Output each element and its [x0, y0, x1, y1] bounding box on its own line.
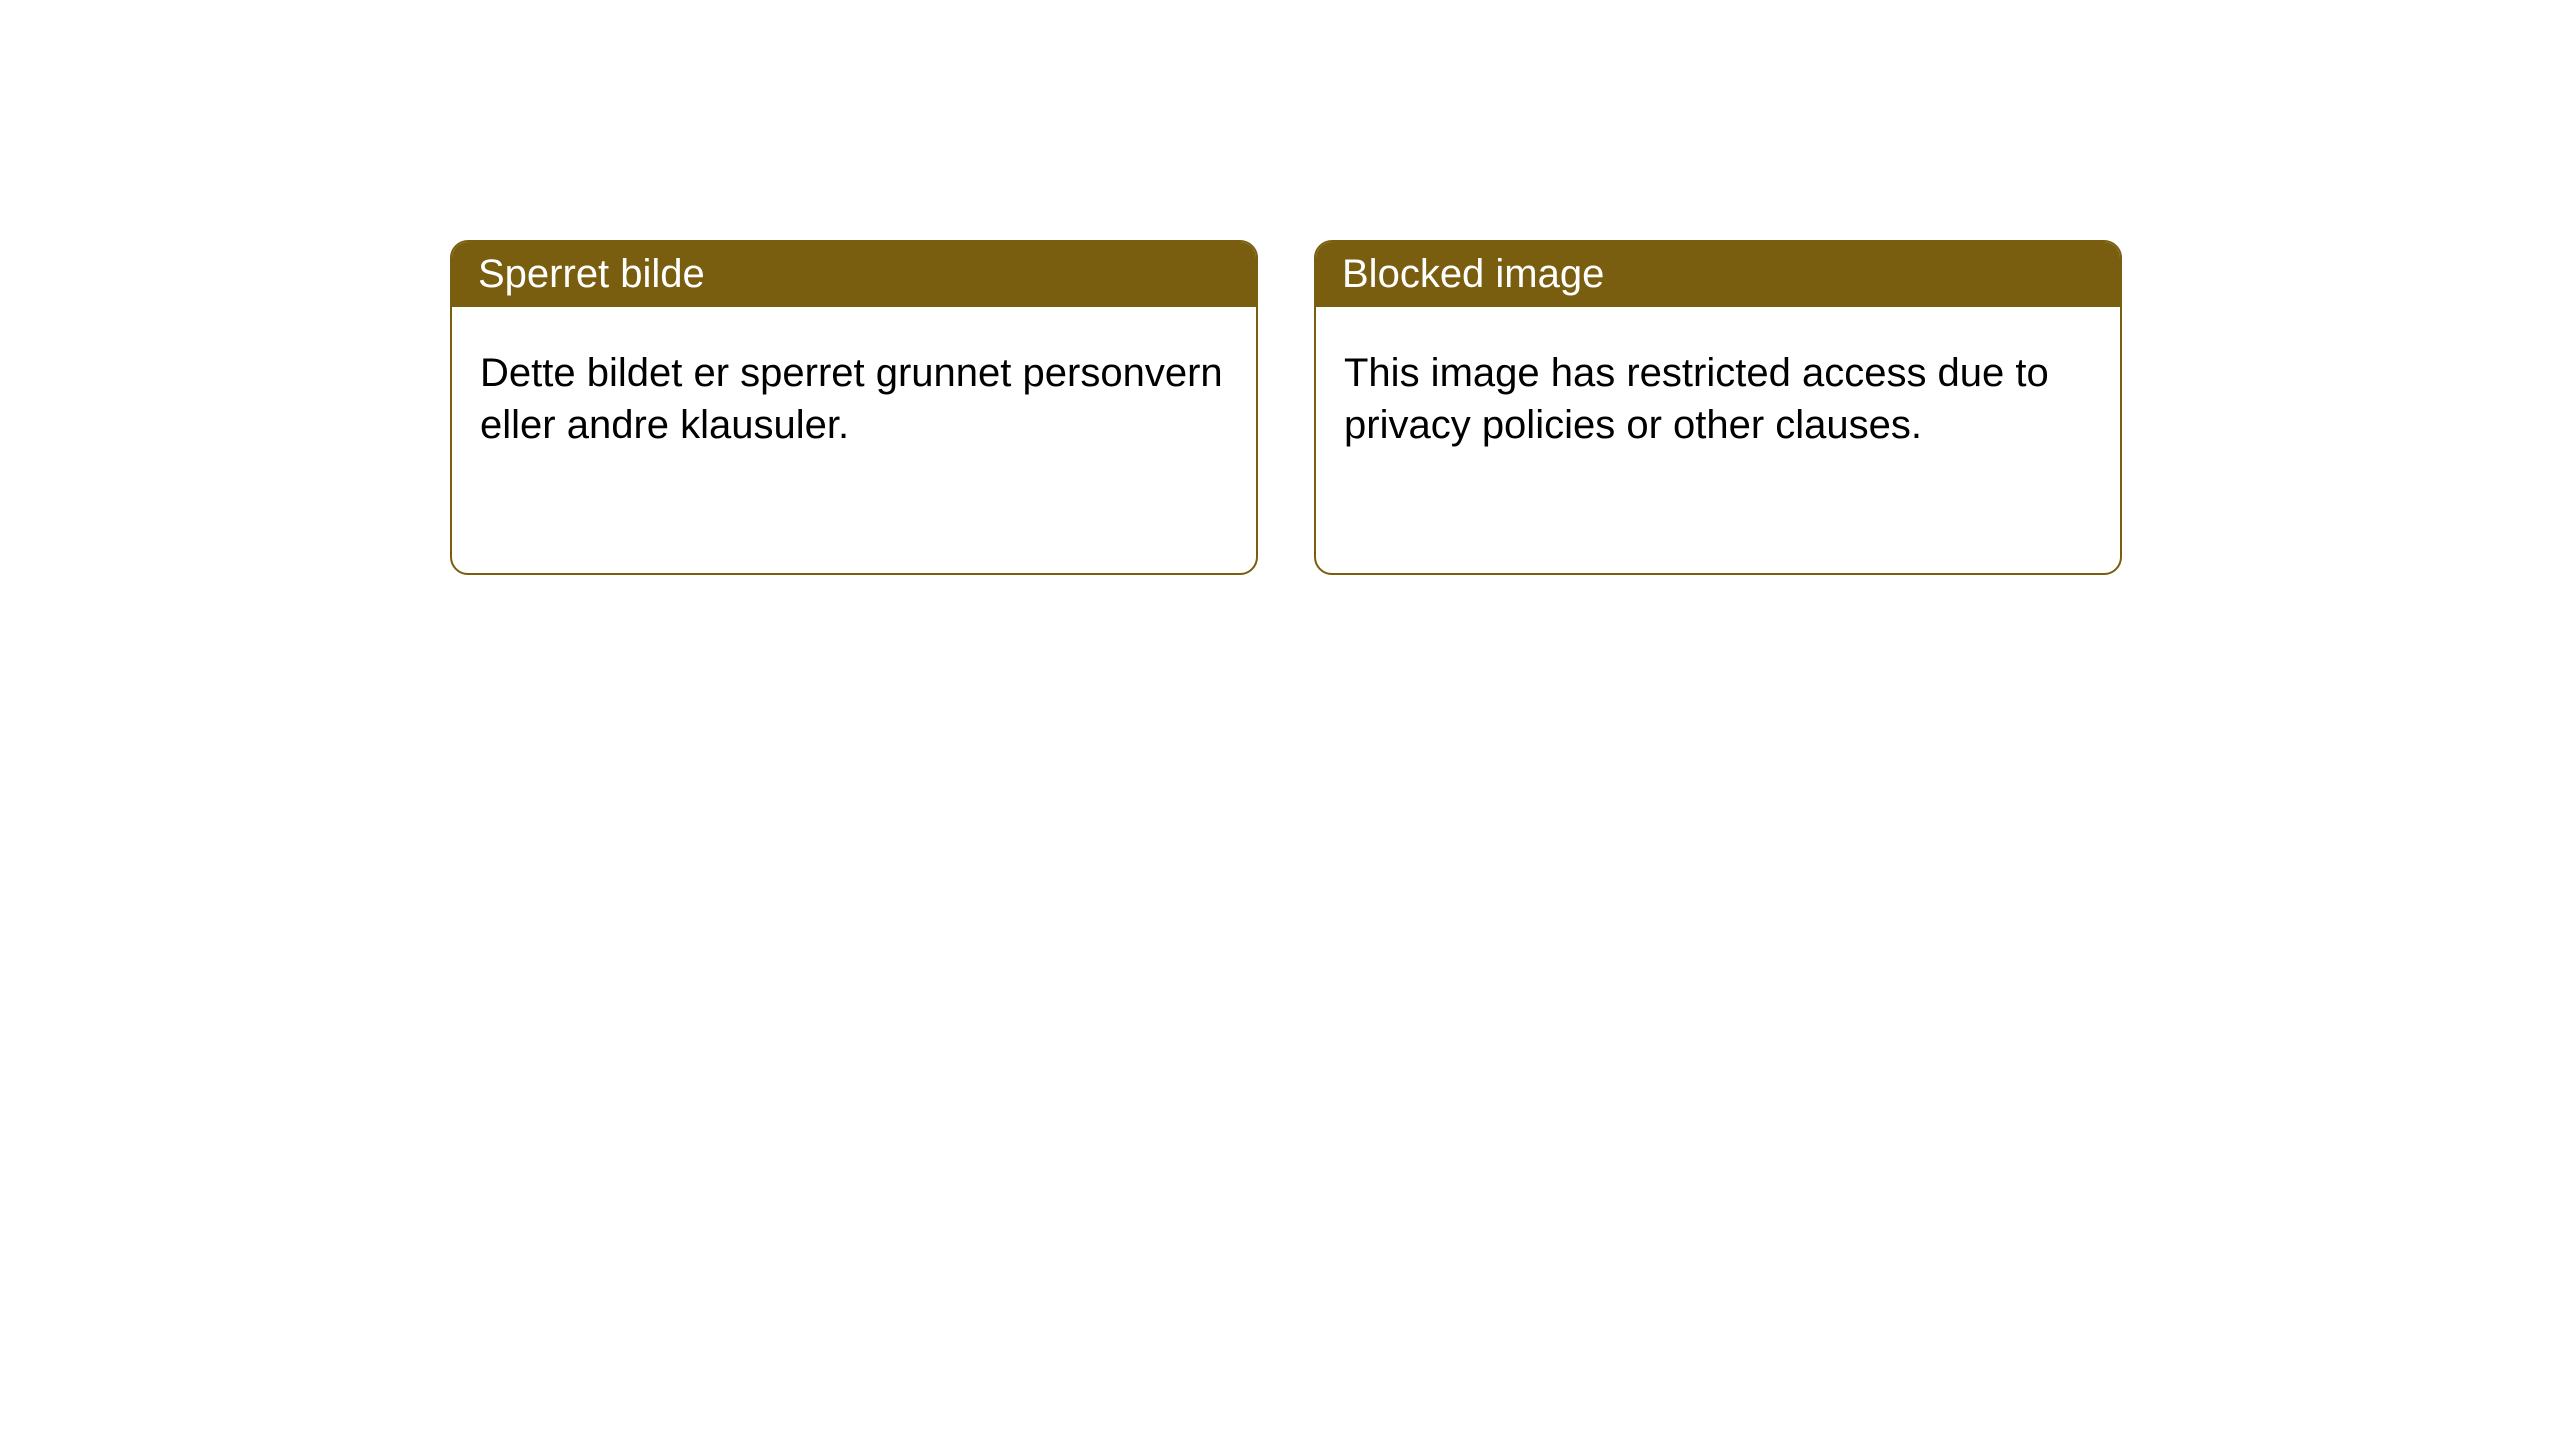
notice-cards-container: Sperret bilde Dette bildet er sperret gr…	[0, 0, 2560, 575]
card-body: Dette bildet er sperret grunnet personve…	[452, 307, 1256, 491]
card-message: This image has restricted access due to …	[1344, 351, 2049, 447]
card-title: Blocked image	[1342, 252, 1604, 296]
card-body: This image has restricted access due to …	[1316, 307, 2120, 491]
card-header: Sperret bilde	[452, 242, 1256, 307]
card-message: Dette bildet er sperret grunnet personve…	[480, 351, 1223, 447]
notice-card-english: Blocked image This image has restricted …	[1314, 240, 2122, 575]
card-header: Blocked image	[1316, 242, 2120, 307]
notice-card-norwegian: Sperret bilde Dette bildet er sperret gr…	[450, 240, 1258, 575]
card-title: Sperret bilde	[478, 252, 705, 296]
